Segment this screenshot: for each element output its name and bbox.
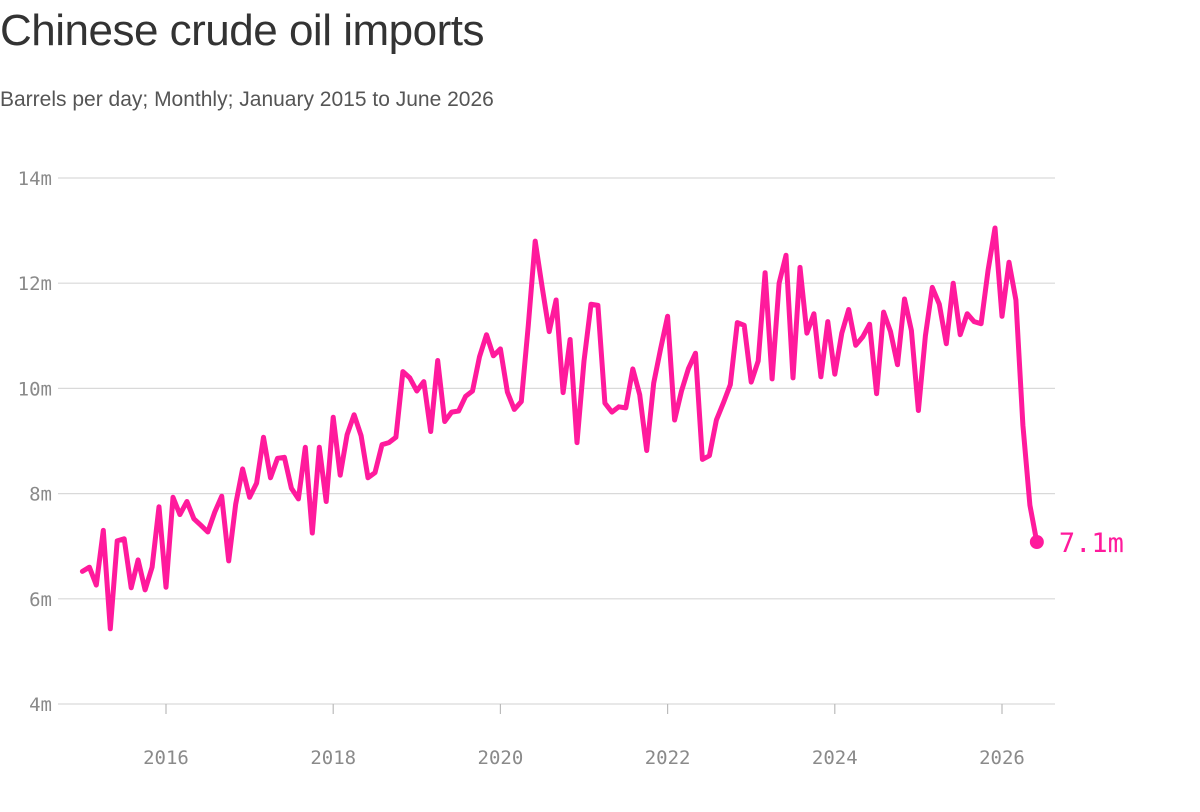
x-tick-label: 2016	[143, 747, 189, 769]
x-axis: 2016 2018 2020 2022 2024 2026	[143, 704, 1025, 769]
x-tick-label: 2026	[979, 747, 1025, 769]
x-tick-label: 2018	[310, 747, 356, 769]
end-value-label: 7.1m	[1059, 528, 1124, 559]
y-tick-label: 12m	[18, 273, 52, 295]
y-tick-label: 8m	[29, 484, 52, 506]
chart-title: Chinese crude oil imports	[0, 6, 484, 55]
y-tick-label: 14m	[18, 168, 52, 190]
chart-subtitle: Barrels per day; Monthly; January 2015 t…	[0, 88, 494, 111]
x-tick-label: 2022	[645, 747, 691, 769]
end-marker-group: 7.1m	[1029, 528, 1124, 559]
y-tick-label: 4m	[29, 694, 52, 716]
y-axis: 4m 6m 8m 10m 12m 14m	[18, 168, 52, 716]
y-tick-label: 10m	[18, 378, 52, 400]
y-tick-label: 6m	[29, 589, 52, 611]
x-tick-label: 2024	[812, 747, 858, 769]
end-marker	[1029, 534, 1044, 549]
series-layer	[79, 225, 1040, 632]
x-tick-label: 2020	[478, 747, 524, 769]
series-line	[79, 225, 1040, 632]
gridlines	[58, 177, 1055, 705]
